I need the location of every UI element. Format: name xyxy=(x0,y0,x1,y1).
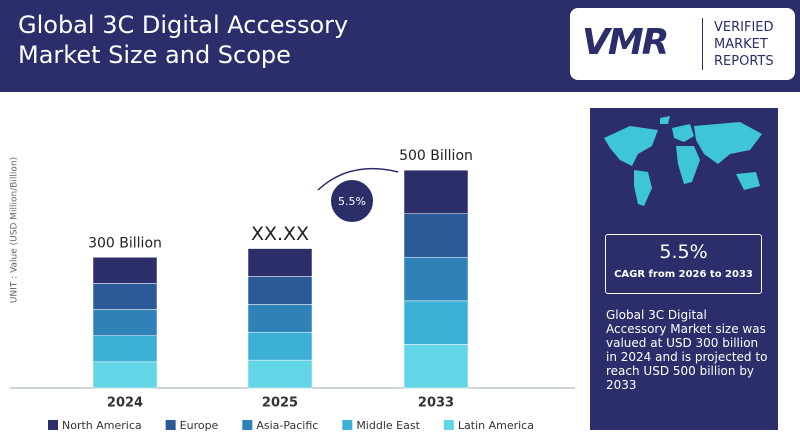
bar-segment xyxy=(92,283,158,310)
bar-label: 300 Billion xyxy=(88,235,162,251)
cagr-label: CAGR from 2026 to 2033 xyxy=(614,269,753,280)
logo-line: VERIFIED xyxy=(714,20,774,35)
bar-segment xyxy=(403,344,469,389)
bar-segment xyxy=(92,335,158,363)
x-tick-label: 2025 xyxy=(262,396,298,411)
y-axis-label: UNIT : Value (USD Million/Billion) xyxy=(10,157,20,303)
growth-badge-circle xyxy=(329,178,375,224)
legend-label: Europe xyxy=(180,419,219,432)
bar-segment xyxy=(403,300,469,345)
description: Global 3C Digital Accessory Market size … xyxy=(606,308,768,392)
legend-label: North America xyxy=(62,419,142,432)
logo-separator xyxy=(702,18,703,70)
world-map xyxy=(604,116,762,206)
bar-segment xyxy=(247,276,313,305)
bar-segment xyxy=(247,248,313,277)
growth-arrow xyxy=(317,167,399,191)
legend-swatch xyxy=(165,420,176,430)
logo-mark: VMR xyxy=(582,22,669,63)
legend-swatch xyxy=(443,420,454,430)
bar-label: 500 Billion xyxy=(399,148,473,164)
bar-segment xyxy=(403,169,469,214)
x-tick-label: 2033 xyxy=(418,396,454,411)
side-panel: 5.5% CAGR from 2026 to 2033 Global 3C Di… xyxy=(590,108,778,430)
bar-segment xyxy=(403,213,469,258)
cagr-box: 5.5% CAGR from 2026 to 2033 xyxy=(605,234,762,294)
logo-text: VERIFIED MARKET REPORTS xyxy=(714,19,774,70)
title: Global 3C Digital Accessory Market Size … xyxy=(18,11,349,69)
cagr-value: 5.5% xyxy=(659,241,708,263)
chart: UNIT : Value (USD Million/Billion) 300 B… xyxy=(10,148,575,432)
legend-swatch xyxy=(242,420,253,430)
legend-swatch xyxy=(48,420,58,430)
logo-line: REPORTS xyxy=(714,54,774,69)
x-tick-label: 2024 xyxy=(107,396,143,411)
legend-label: Asia-Pacific xyxy=(256,419,318,432)
bar-segment xyxy=(92,309,158,336)
logo-line: MARKET xyxy=(714,37,768,52)
bar-segment xyxy=(403,257,469,302)
header: Global 3C Digital Accessory Market Size … xyxy=(0,0,800,92)
legend-label: Middle East xyxy=(356,419,420,432)
logo: VMR VERIFIED MARKET REPORTS xyxy=(570,8,795,80)
bar-segment xyxy=(247,304,313,333)
legend-swatch xyxy=(342,420,353,430)
bar-segment xyxy=(247,331,313,361)
bar-segment xyxy=(92,361,158,389)
growth-badge: 5.5% xyxy=(338,195,366,208)
bar-label: XX.XX xyxy=(251,223,309,245)
bar-segment xyxy=(247,359,313,389)
bar-segment xyxy=(92,257,158,284)
legend-label: Latin America xyxy=(458,419,534,432)
